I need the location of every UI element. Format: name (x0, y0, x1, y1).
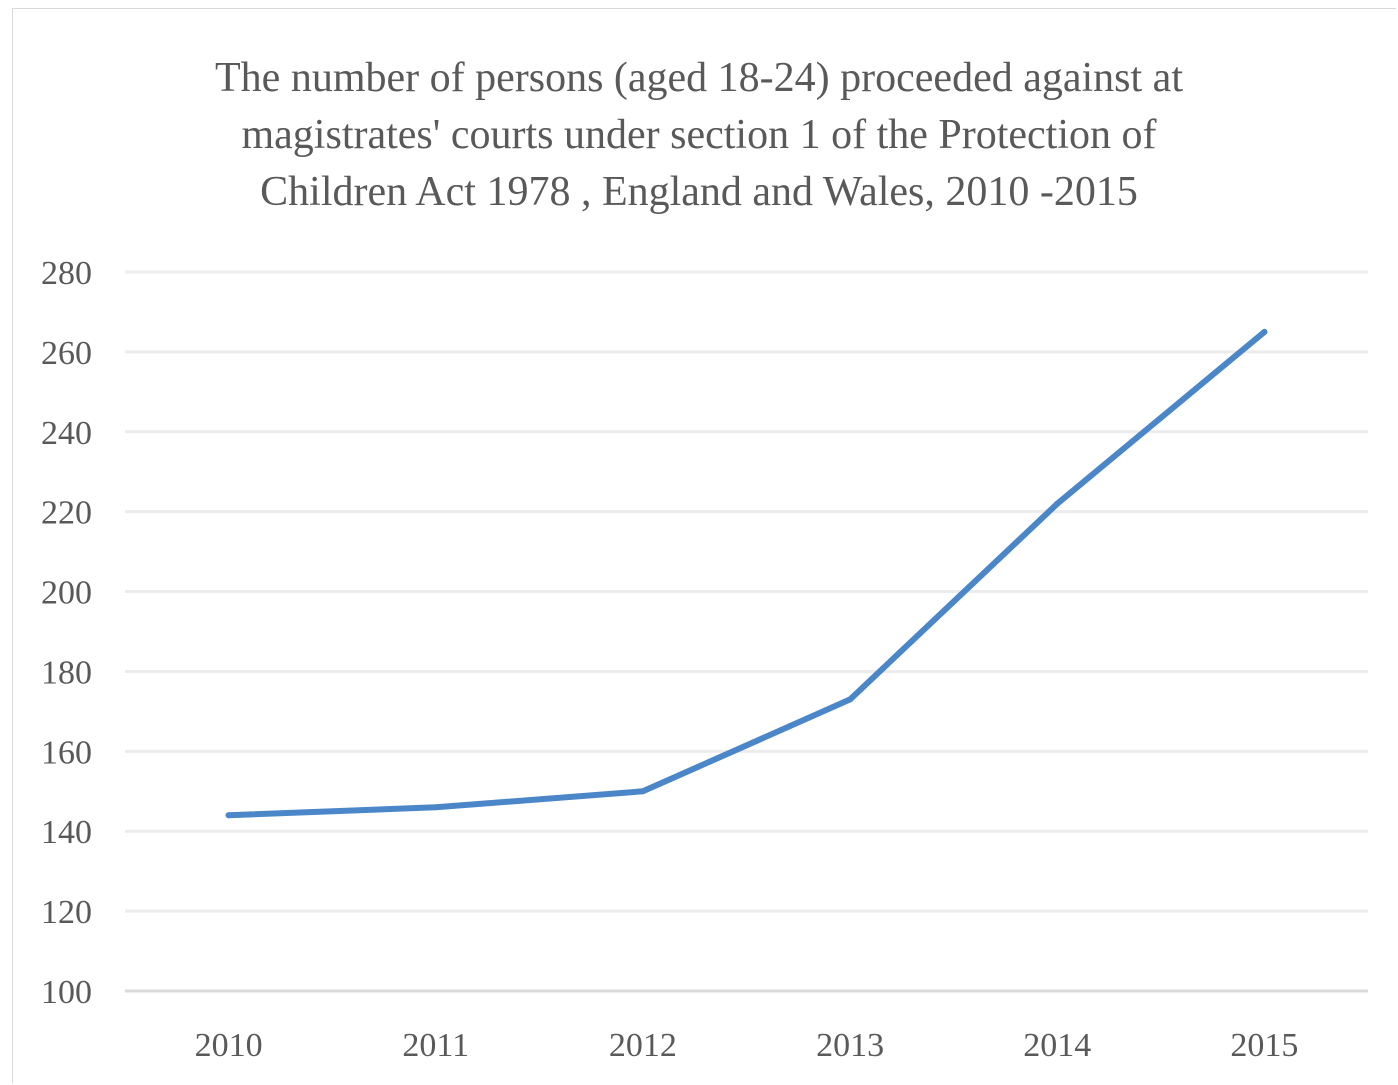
data-point (847, 696, 853, 702)
data-point (226, 812, 232, 818)
x-tick-label: 2011 (402, 1027, 469, 1064)
y-tick-label: 280 (41, 255, 92, 292)
y-tick-label: 120 (41, 894, 92, 931)
data-point (1261, 329, 1267, 335)
y-tick-label: 260 (41, 335, 92, 372)
y-tick-label: 160 (41, 734, 92, 771)
data-point (1054, 501, 1060, 507)
y-tick-label: 180 (41, 654, 92, 691)
data-point (640, 788, 646, 794)
x-tick-label: 2010 (195, 1027, 263, 1064)
x-tick-label: 2015 (1230, 1027, 1298, 1064)
x-tick-label: 2012 (609, 1027, 677, 1064)
y-tick-label: 200 (41, 575, 92, 612)
y-tick-label: 100 (41, 974, 92, 1011)
y-tick-label: 240 (41, 415, 92, 452)
x-tick-label: 2014 (1023, 1027, 1091, 1064)
series-line (229, 332, 1265, 815)
data-point (433, 804, 439, 810)
x-tick-label: 2013 (816, 1027, 884, 1064)
y-tick-label: 220 (41, 495, 92, 532)
y-tick-label: 140 (41, 814, 92, 851)
